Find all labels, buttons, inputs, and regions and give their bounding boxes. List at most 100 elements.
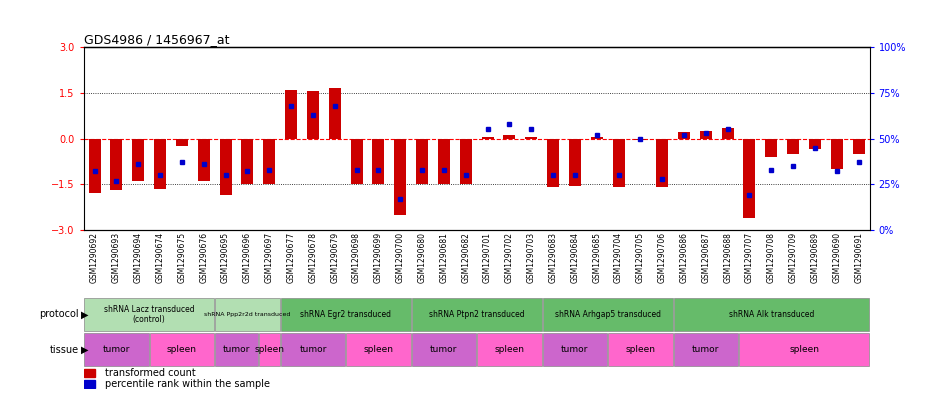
Bar [176, 138, 188, 146]
FancyBboxPatch shape [281, 333, 345, 366]
FancyBboxPatch shape [84, 333, 149, 366]
Text: ▶: ▶ [81, 309, 88, 320]
FancyBboxPatch shape [215, 333, 258, 366]
Text: spleen: spleen [495, 345, 525, 354]
Text: tumor: tumor [102, 345, 130, 354]
Text: spleen: spleen [789, 345, 819, 354]
FancyBboxPatch shape [608, 333, 672, 366]
Text: GSM1290705: GSM1290705 [636, 232, 644, 283]
Text: GSM1290690: GSM1290690 [832, 232, 842, 283]
Text: shRNA Egr2 transduced: shRNA Egr2 transduced [300, 310, 392, 319]
Text: GSM1290692: GSM1290692 [90, 232, 100, 283]
Bar [416, 138, 428, 184]
FancyBboxPatch shape [542, 298, 672, 331]
Text: protocol: protocol [39, 309, 79, 320]
Bar [88, 138, 100, 193]
Bar [84, 369, 95, 377]
Text: GSM1290694: GSM1290694 [134, 232, 143, 283]
Bar [569, 138, 581, 186]
Text: GSM1290683: GSM1290683 [549, 232, 557, 283]
Text: tumor: tumor [299, 345, 326, 354]
Bar [722, 128, 734, 138]
Text: GSM1290677: GSM1290677 [286, 232, 296, 283]
Text: GSM1290706: GSM1290706 [658, 232, 667, 283]
Text: GSM1290688: GSM1290688 [724, 232, 732, 283]
Text: GSM1290693: GSM1290693 [112, 232, 121, 283]
Text: GSM1290698: GSM1290698 [352, 232, 361, 283]
Bar [351, 138, 363, 184]
Text: GSM1290696: GSM1290696 [243, 232, 252, 283]
Text: shRNA Alk transduced: shRNA Alk transduced [728, 310, 814, 319]
Text: GDS4986 / 1456967_at: GDS4986 / 1456967_at [84, 33, 229, 46]
Text: GSM1290697: GSM1290697 [265, 232, 273, 283]
Text: transformed count: transformed count [104, 368, 195, 378]
Bar [263, 138, 275, 184]
Bar [765, 138, 777, 157]
Bar [328, 88, 340, 138]
Text: GSM1290674: GSM1290674 [155, 232, 165, 283]
FancyBboxPatch shape [346, 333, 411, 366]
FancyBboxPatch shape [412, 298, 541, 331]
Bar [743, 138, 755, 218]
Bar [503, 136, 515, 138]
Bar [394, 138, 406, 215]
Text: shRNA Arhgap5 transduced: shRNA Arhgap5 transduced [554, 310, 660, 319]
Bar [613, 138, 625, 187]
FancyBboxPatch shape [673, 298, 870, 331]
Text: GSM1290703: GSM1290703 [526, 232, 536, 283]
Bar [547, 138, 559, 187]
Bar [787, 138, 799, 154]
FancyBboxPatch shape [281, 298, 411, 331]
Text: spleen: spleen [166, 345, 197, 354]
Text: spleen: spleen [254, 345, 285, 354]
Text: spleen: spleen [625, 345, 656, 354]
Bar [853, 138, 865, 154]
Text: GSM1290700: GSM1290700 [396, 232, 405, 283]
Bar [657, 138, 668, 187]
FancyBboxPatch shape [477, 333, 541, 366]
Bar [482, 137, 494, 138]
Text: GSM1290679: GSM1290679 [330, 232, 339, 283]
Bar [154, 138, 166, 189]
Text: tumor: tumor [692, 345, 720, 354]
Bar [111, 138, 123, 190]
FancyBboxPatch shape [84, 298, 214, 331]
Text: percentile rank within the sample: percentile rank within the sample [104, 379, 270, 389]
Text: GSM1290676: GSM1290676 [199, 232, 208, 283]
Bar [634, 138, 646, 140]
Bar [700, 131, 711, 138]
Text: shRNA Ppp2r2d transduced: shRNA Ppp2r2d transduced [205, 312, 290, 317]
Bar [459, 138, 472, 184]
Text: GSM1290709: GSM1290709 [789, 232, 798, 283]
Bar [678, 132, 690, 138]
Text: tumor: tumor [431, 345, 458, 354]
Bar [809, 138, 821, 149]
Bar [286, 90, 297, 138]
FancyBboxPatch shape [150, 333, 214, 366]
Text: GSM1290681: GSM1290681 [439, 232, 448, 283]
Text: shRNA Lacz transduced
(control): shRNA Lacz transduced (control) [104, 305, 194, 324]
Text: GSM1290704: GSM1290704 [614, 232, 623, 283]
Bar [219, 138, 232, 195]
Text: GSM1290682: GSM1290682 [461, 232, 471, 283]
FancyBboxPatch shape [412, 333, 476, 366]
Text: GSM1290675: GSM1290675 [178, 232, 186, 283]
Text: GSM1290707: GSM1290707 [745, 232, 754, 283]
FancyBboxPatch shape [259, 333, 280, 366]
Text: tissue: tissue [50, 345, 79, 355]
Text: GSM1290695: GSM1290695 [221, 232, 230, 283]
Text: GSM1290708: GSM1290708 [767, 232, 776, 283]
Bar [307, 91, 319, 138]
Text: tumor: tumor [223, 345, 250, 354]
Text: GSM1290702: GSM1290702 [505, 232, 514, 283]
Text: GSM1290689: GSM1290689 [810, 232, 819, 283]
Bar [591, 137, 603, 138]
FancyBboxPatch shape [739, 333, 870, 366]
Text: GSM1290691: GSM1290691 [854, 232, 863, 283]
Text: spleen: spleen [364, 345, 393, 354]
Bar [525, 137, 538, 138]
Bar [242, 138, 253, 184]
Bar [132, 138, 144, 181]
Text: tumor: tumor [561, 345, 589, 354]
Text: GSM1290686: GSM1290686 [680, 232, 688, 283]
